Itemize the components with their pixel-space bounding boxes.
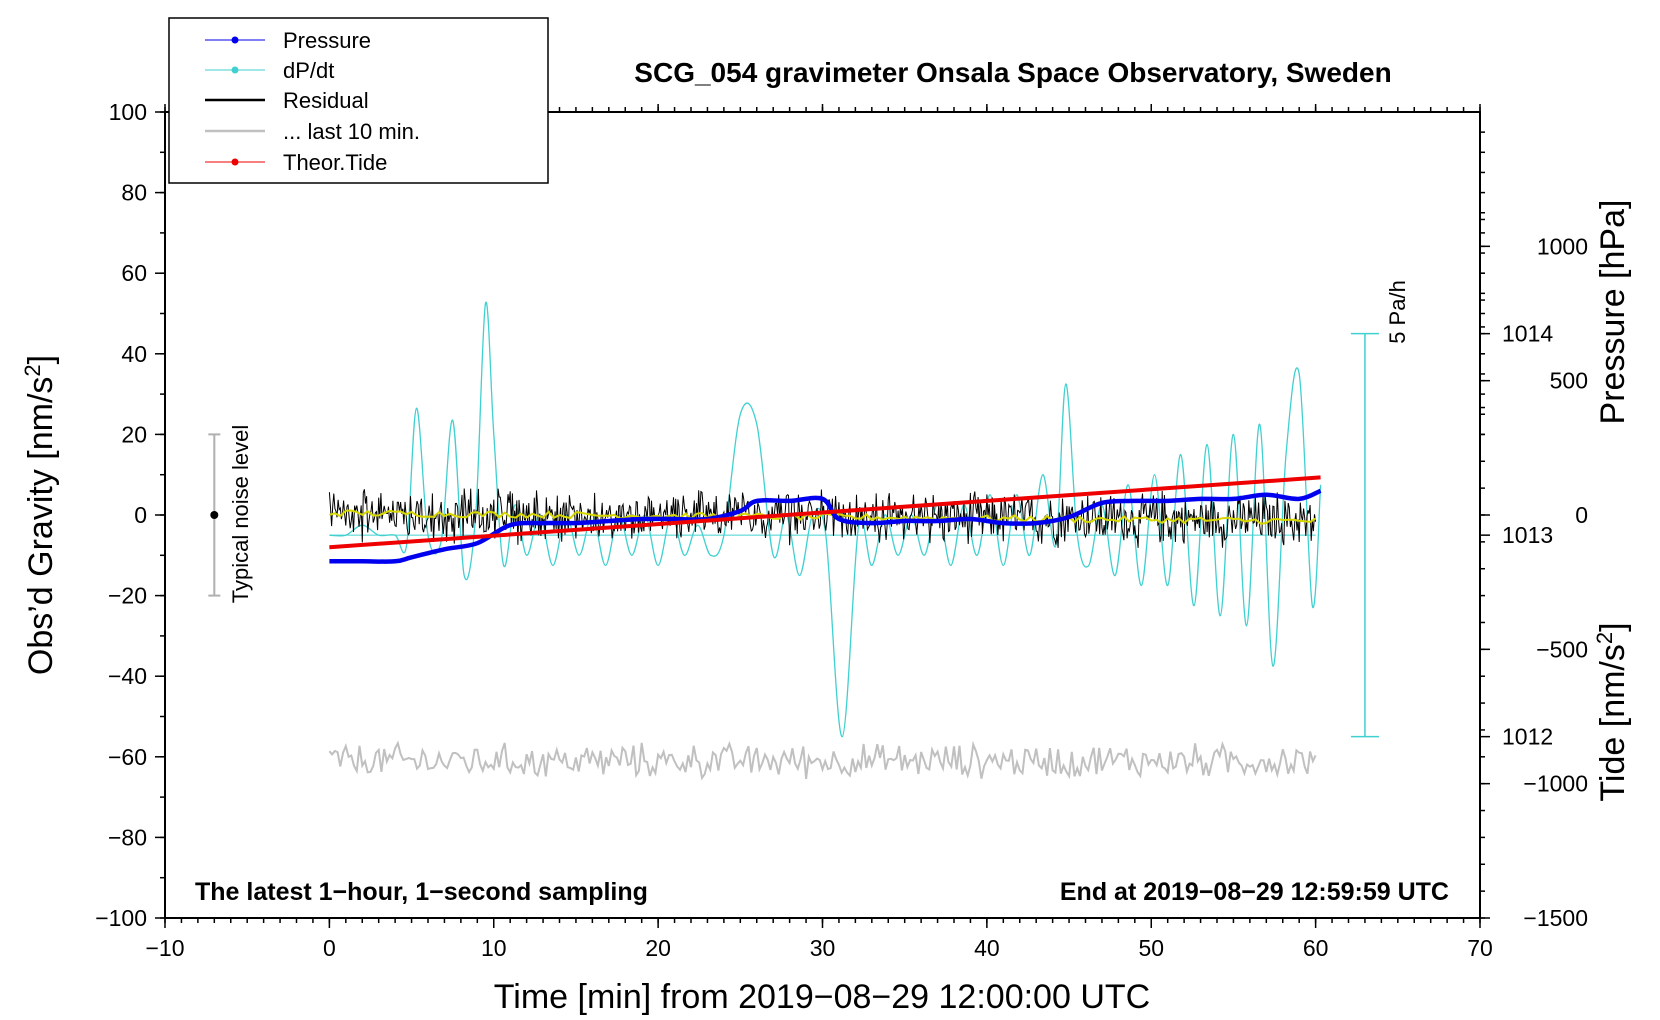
noise-level-indicator <box>208 433 221 597</box>
legend-entry-pressure: Pressure <box>205 28 371 53</box>
legend-label-tide: Theor.Tide <box>283 150 387 175</box>
legend-label-pressure: Pressure <box>283 28 371 53</box>
pressure-tick-label: 1013 <box>1502 522 1553 548</box>
y-left-label-end: ] <box>22 355 60 364</box>
x-axis-label: Time [min] from 2019−08−29 12:00:00 UTC <box>494 978 1150 1016</box>
y-axis-left: 100 80 60 40 20 0 −20 −40 −60 −80 −100 <box>95 99 165 931</box>
y-tick-label: −60 <box>108 744 147 770</box>
tide-tick-label: 1000 <box>1537 233 1588 259</box>
pressure-axis: 1014 1013 1012 <box>1480 321 1553 750</box>
y-tick-label: 80 <box>121 180 147 206</box>
tide-axis: 1000 500 0 −500 −1000 −1500 <box>1480 233 1588 931</box>
x-tick-label: 60 <box>1303 935 1329 961</box>
x-axis: −10 0 10 20 30 40 50 60 70 <box>145 104 1493 961</box>
y-tick-label: −20 <box>108 583 147 609</box>
tide-label-sup: 2 <box>1592 632 1617 644</box>
x-tick-label: 30 <box>810 935 836 961</box>
legend-label-residual: Residual <box>283 88 369 113</box>
tide-label-end: ] <box>1594 622 1632 631</box>
series-pressure-line <box>329 488 1322 564</box>
minor-ticks <box>160 107 1485 923</box>
legend: Pressure dP/dt Residual ... last 10 min.… <box>168 17 549 184</box>
y-tick-label: −40 <box>108 663 147 689</box>
y-left-label-main: Obs’d Gravity [nm/s <box>22 377 60 676</box>
legend-marker-dpdt <box>231 66 239 74</box>
series-last10-line <box>328 740 1317 781</box>
y-tick-label: −80 <box>108 824 147 850</box>
pressure-tick-label: 1014 <box>1502 321 1553 347</box>
annotation-sampling: The latest 1−hour, 1−second sampling <box>195 878 648 906</box>
tide-tick-label: 0 <box>1575 502 1588 528</box>
y-axis-label-tide: Tide [nm/s2] <box>1592 622 1632 801</box>
legend-entry-tide: Theor.Tide <box>205 150 387 175</box>
noise-bar-center-dot <box>210 511 219 519</box>
x-tick-label: 10 <box>481 935 507 961</box>
dpdt-scale-bar <box>1350 332 1379 738</box>
y-tick-label: 40 <box>121 341 147 367</box>
tide-tick-label: −1500 <box>1523 905 1588 931</box>
noise-level-label: Typical noise level <box>228 425 253 604</box>
y-tick-label: 100 <box>109 99 147 125</box>
series-tide-line <box>329 475 1321 550</box>
series-group <box>328 301 1322 781</box>
x-tick-label: −10 <box>145 935 184 961</box>
tide-tick-label: −500 <box>1536 636 1588 662</box>
x-tick-label: 50 <box>1138 935 1164 961</box>
pressure-tick-label: 1012 <box>1502 724 1553 750</box>
y-tick-label: 0 <box>134 502 147 528</box>
legend-label-dpdt: dP/dt <box>283 58 334 83</box>
y-axis-label-pressure: Pressure [hPa] <box>1594 200 1632 425</box>
legend-entry-dpdt: dP/dt <box>205 58 334 83</box>
tide-tick-label: −1000 <box>1523 771 1588 797</box>
chart-title: SCG_054 gravimeter Onsala Space Observat… <box>634 57 1391 88</box>
legend-marker-tide <box>231 158 239 166</box>
y-tick-label: 20 <box>121 421 147 447</box>
y-left-label-sup: 2 <box>20 364 45 376</box>
annotation-end-time: End at 2019−08−29 12:59:59 UTC <box>1060 878 1449 906</box>
tide-tick-label: 500 <box>1550 368 1588 394</box>
legend-label-last10: ... last 10 min. <box>283 119 420 144</box>
x-tick-label: 70 <box>1467 935 1493 961</box>
y-axis-label-left: Obs’d Gravity [nm/s2] <box>20 355 60 675</box>
y-tick-label: 60 <box>121 260 147 286</box>
x-tick-label: 0 <box>323 935 336 961</box>
legend-entry-residual: Residual <box>205 88 369 113</box>
tide-label-main: Tide [nm/s <box>1594 644 1632 801</box>
x-tick-label: 40 <box>974 935 1000 961</box>
legend-marker-pressure <box>231 36 239 44</box>
y-tick-label: −100 <box>95 905 147 931</box>
x-tick-label: 20 <box>645 935 671 961</box>
dpdt-scale-label: 5 Pa/h <box>1385 280 1410 344</box>
legend-entry-last10: ... last 10 min. <box>205 119 420 144</box>
